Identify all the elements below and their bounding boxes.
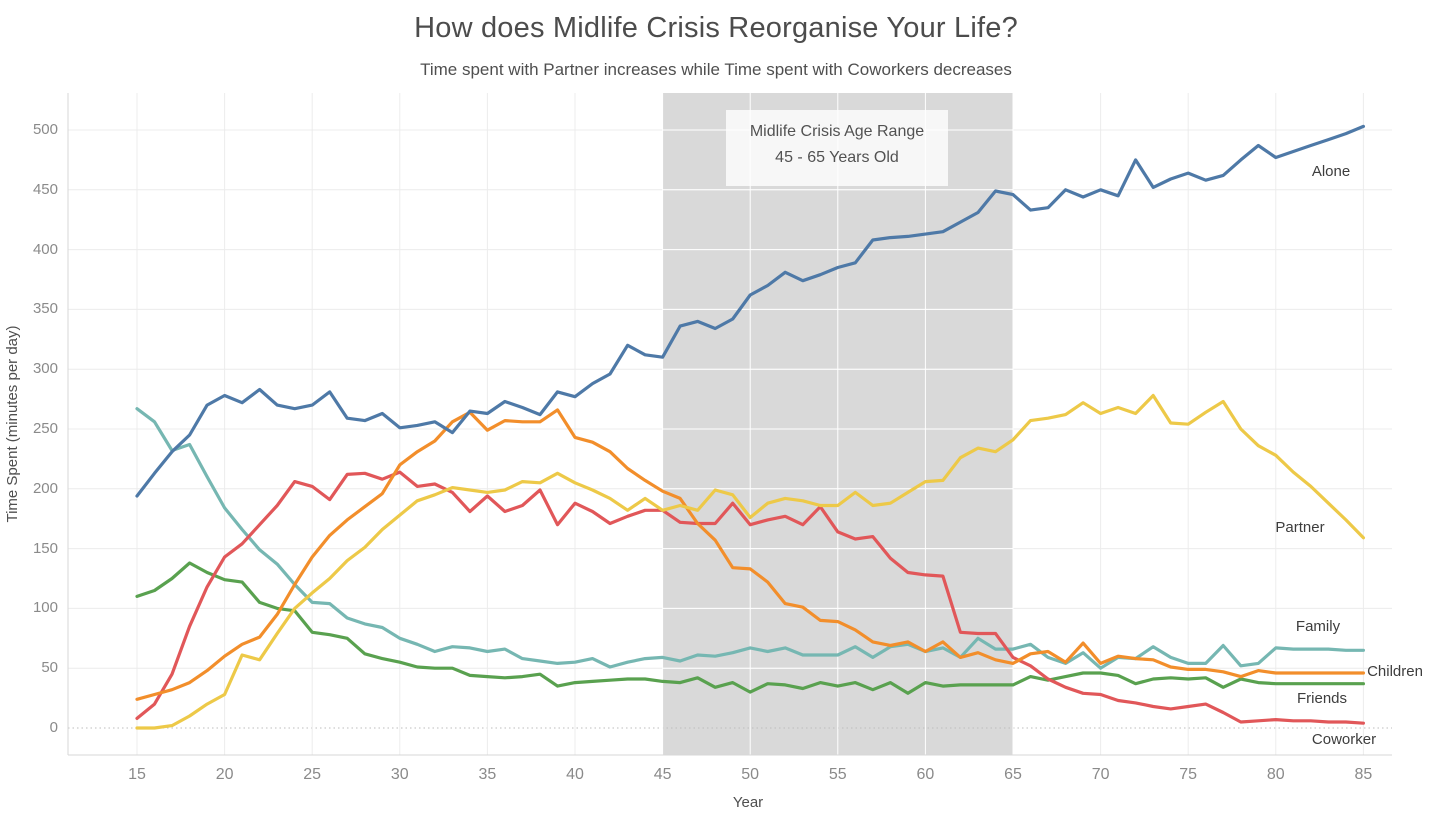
x-tick-label: 45	[653, 766, 672, 783]
series-label-partner: Partner	[1275, 519, 1325, 536]
series-label-alone: Alone	[1311, 163, 1351, 180]
series-label-family: Family	[1295, 618, 1341, 635]
series-line-partner[interactable]	[135, 393, 1366, 730]
y-tick-label: 250	[32, 420, 58, 437]
y-tick-label: 50	[41, 659, 58, 677]
y-tick-label: 450	[32, 180, 58, 198]
x-tick-label: 75	[1179, 766, 1198, 783]
y-tick-label: 150	[32, 539, 58, 557]
y-tick-label: 500	[32, 121, 58, 138]
page-subtitle: Time spent with Partner increases while …	[420, 60, 1012, 79]
series-line-friends[interactable]	[135, 561, 1366, 695]
y-tick-label: 350	[32, 300, 58, 318]
x-tick-label: 40	[566, 766, 584, 783]
y-tick-label: 100	[32, 599, 58, 617]
x-tick-label: 80	[1266, 766, 1285, 783]
x-tick-label: 30	[390, 766, 409, 783]
annotation-box: Midlife Crisis Age Range 45 - 65 Years O…	[726, 110, 948, 186]
series-line-children[interactable]	[135, 408, 1366, 701]
x-tick-label: 50	[741, 766, 760, 783]
y-tick-label: 200	[32, 479, 58, 497]
series-line-alone[interactable]	[135, 124, 1366, 498]
x-tick-label: 85	[1354, 766, 1373, 783]
series-label-friends: Friends	[1296, 690, 1348, 707]
x-tick-label: 55	[828, 766, 847, 783]
x-tick-label: 60	[916, 766, 935, 783]
x-tick-label: 20	[215, 766, 234, 783]
series-line-coworker[interactable]	[135, 470, 1366, 725]
series-label-children: Children	[1367, 663, 1423, 680]
y-tick-label: 0	[49, 719, 58, 736]
annotation-line-1: Midlife Crisis Age Range	[749, 123, 925, 140]
y-tick-label: 300	[32, 360, 58, 378]
x-tick-label: 15	[128, 766, 146, 783]
x-tick-label: 65	[1004, 766, 1022, 783]
series-label-coworker: Coworker	[1311, 731, 1377, 748]
x-tick-label: 70	[1091, 766, 1110, 783]
y-tick-label: 400	[32, 240, 58, 258]
annotation-line-2: 45 - 65 Years Old	[775, 149, 899, 166]
x-tick-label: 25	[303, 766, 322, 783]
page-title: How does Midlife Crisis Reorganise Your …	[414, 12, 1018, 44]
x-tick-label: 35	[478, 766, 497, 783]
x-axis-title: Year	[732, 794, 764, 811]
series-line-family[interactable]	[135, 407, 1366, 670]
